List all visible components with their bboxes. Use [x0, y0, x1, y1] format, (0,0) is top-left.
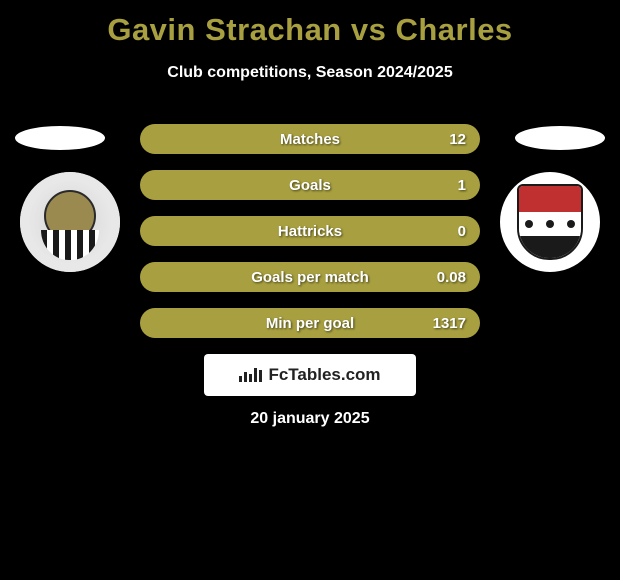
bromley-crest [500, 172, 600, 272]
stat-label: Min per goal [266, 315, 354, 332]
stat-value: 12 [449, 131, 466, 148]
stats-container: Matches 12 Goals 1 Hattricks 0 Goals per… [140, 124, 480, 354]
team-badge-right [500, 172, 600, 272]
team-badge-left [20, 172, 120, 272]
stat-label: Matches [280, 131, 340, 148]
notts-county-crest [20, 172, 120, 272]
stat-value: 1317 [433, 315, 466, 332]
pitch-marker-right [515, 126, 605, 150]
stat-bar-hattricks: Hattricks 0 [140, 216, 480, 246]
stat-label: Goals [289, 177, 331, 194]
fctables-logo: FcTables.com [204, 354, 416, 396]
page-title: Gavin Strachan vs Charles [0, 0, 620, 48]
date-text: 20 january 2025 [250, 410, 369, 428]
stat-label: Hattricks [278, 223, 342, 240]
stat-bar-matches: Matches 12 [140, 124, 480, 154]
bar-chart-icon [239, 368, 262, 382]
subtitle: Club competitions, Season 2024/2025 [0, 64, 620, 82]
pitch-marker-left [15, 126, 105, 150]
stat-bar-goals: Goals 1 [140, 170, 480, 200]
stat-value: 0.08 [437, 269, 466, 286]
logo-text: FcTables.com [268, 365, 380, 385]
stat-label: Goals per match [251, 269, 369, 286]
stat-bar-goals-per-match: Goals per match 0.08 [140, 262, 480, 292]
stat-value: 1 [458, 177, 466, 194]
stat-value: 0 [458, 223, 466, 240]
stat-bar-min-per-goal: Min per goal 1317 [140, 308, 480, 338]
